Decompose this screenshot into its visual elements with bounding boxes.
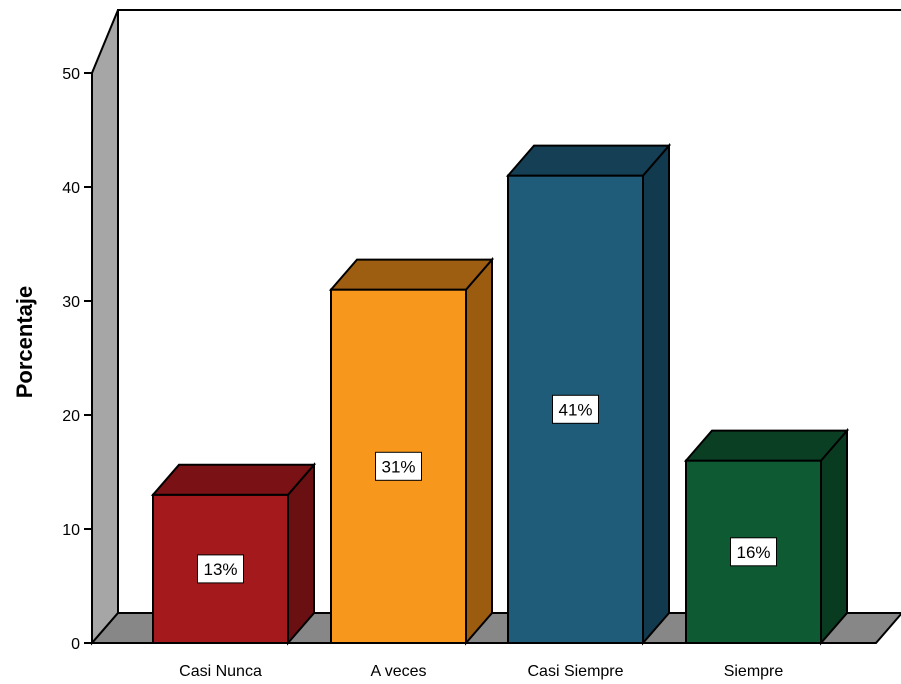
bar-3: 41% (505, 142, 672, 646)
data-label: 13% (203, 560, 237, 579)
bar-top (505, 144, 672, 177)
data-label-box (730, 537, 777, 567)
y-tick-label: 40 (62, 180, 80, 197)
bar-side (820, 427, 848, 646)
x-axis: Casi Nunca A veces Casi Siempre Siempre (92, 642, 876, 680)
data-label: 16% (736, 543, 770, 562)
y-tick-label: 10 (62, 522, 80, 539)
data-label: 31% (381, 457, 415, 476)
x-tick-label: Casi Nunca (179, 663, 262, 680)
side-wall (91, 9, 119, 646)
y-axis-label: Porcentaje (12, 286, 37, 399)
bars: 13% 31% 41% 16% (150, 142, 850, 646)
y-tick-label: 20 (62, 408, 80, 425)
y-tick-label: 30 (62, 294, 80, 311)
bar-top (150, 463, 317, 496)
y-axis: 0 10 20 30 40 50 (62, 66, 93, 653)
y-tick-label: 50 (62, 66, 80, 83)
x-tick-label: A veces (370, 663, 426, 680)
x-tick-label: Siempre (724, 663, 784, 680)
data-label-box (197, 554, 244, 584)
bar-2: 31% (328, 256, 495, 646)
bar-1: 13% (150, 462, 317, 646)
bar-top (328, 258, 495, 291)
x-tick-label: Casi Siempre (527, 663, 623, 680)
bar-side (465, 256, 493, 646)
data-label-box (552, 394, 599, 424)
bar-4: 16% (683, 427, 850, 646)
data-label: 41% (558, 400, 592, 419)
bar-top (683, 429, 850, 462)
y-tick-label: 0 (71, 636, 80, 653)
data-label-box (375, 451, 422, 481)
bar-side (642, 142, 670, 646)
